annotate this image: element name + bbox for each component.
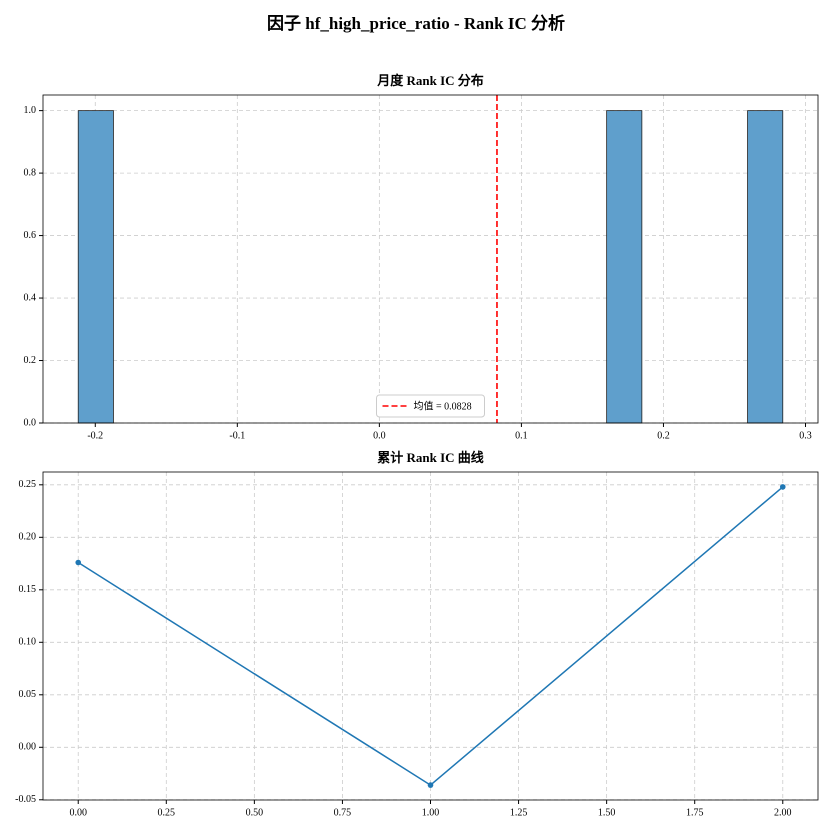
x-tick-label: -0.2 (87, 430, 103, 441)
chart-title: 月度 Rank IC 分布 (376, 73, 484, 88)
x-tick-label: 1.50 (598, 807, 616, 818)
x-tick-label: -0.1 (229, 430, 245, 441)
x-tick-label: 0.50 (246, 807, 264, 818)
y-tick-label: 0.4 (24, 292, 37, 303)
bar (77, 110, 114, 424)
x-tick-label: 0.2 (657, 430, 670, 441)
y-tick-label: 0.20 (19, 532, 37, 543)
x-tick-label: 0.3 (799, 430, 812, 441)
x-tick-label: 0.1 (515, 430, 528, 441)
y-tick-label: 0.00 (19, 742, 37, 753)
x-tick-label: 0.00 (69, 807, 87, 818)
axes-frame (42, 471, 819, 801)
figure-title: 因子 hf_high_price_ratio - Rank IC 分析 (267, 13, 565, 33)
chart-title: 累计 Rank IC 曲线 (377, 450, 484, 465)
legend-label: 均值 = 0.0828 (414, 399, 472, 412)
y-tick-label: -0.05 (15, 794, 36, 805)
x-tick-label: 1.00 (422, 807, 440, 818)
x-tick-label: 1.25 (510, 807, 528, 818)
y-tick-label: 0.05 (19, 689, 37, 700)
marker (427, 782, 434, 788)
bar (747, 110, 784, 424)
y-tick-label: 0.0 (24, 417, 37, 428)
bar (606, 110, 643, 424)
marker (75, 559, 82, 566)
y-tick-label: 0.6 (24, 230, 37, 241)
x-tick-label: 0.25 (158, 807, 176, 818)
x-tick-label: 2.00 (774, 807, 792, 818)
y-tick-label: 0.2 (24, 355, 37, 366)
axes-frame (42, 94, 819, 424)
x-tick-label: 0.0 (373, 430, 386, 441)
y-tick-label: 0.15 (19, 584, 37, 595)
y-tick-label: 0.8 (24, 167, 37, 178)
legend-box (376, 394, 485, 418)
x-tick-label: 0.75 (334, 807, 352, 818)
y-tick-label: 0.25 (19, 479, 37, 490)
x-tick-label: 1.75 (686, 807, 704, 818)
y-tick-label: 1.0 (24, 105, 37, 116)
y-tick-label: 0.10 (19, 637, 37, 648)
marker (779, 484, 786, 490)
